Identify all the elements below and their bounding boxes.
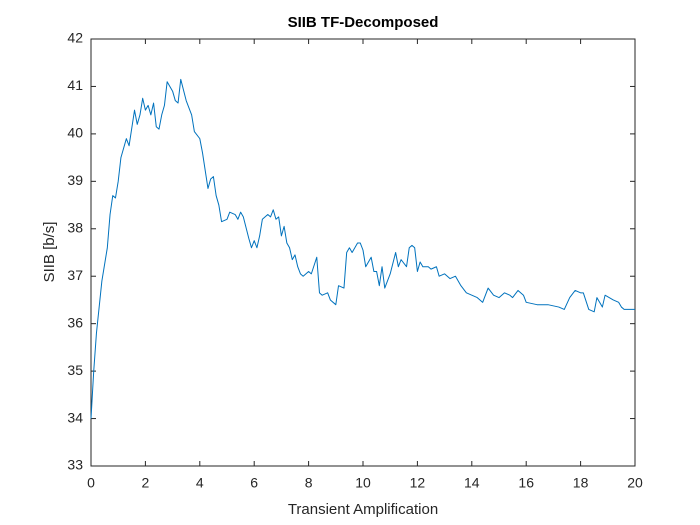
chart-title: SIIB TF-Decomposed — [288, 14, 439, 31]
y-tick-label: 41 — [67, 77, 83, 93]
data-line — [90, 78, 635, 419]
y-tick-label: 39 — [67, 172, 83, 188]
y-tick-label: 36 — [67, 314, 83, 330]
x-tick-label: 20 — [627, 475, 643, 491]
y-tick-label: 38 — [67, 219, 83, 235]
x-tick-label: 0 — [87, 475, 95, 491]
x-tick-label: 12 — [410, 475, 426, 491]
y-tick-label: 37 — [67, 267, 83, 283]
y-tick-label: 33 — [67, 457, 83, 473]
x-tick-label: 18 — [573, 475, 589, 491]
x-axis-label: Transient Amplification — [288, 501, 438, 518]
x-tick-label: 6 — [250, 475, 258, 491]
x-tick-label: 10 — [355, 475, 371, 491]
x-tick-label: 14 — [464, 475, 480, 491]
y-tick-label: 42 — [67, 30, 83, 46]
x-tick-label: 8 — [305, 475, 313, 491]
x-tick-label: 16 — [518, 475, 534, 491]
x-tick-label: 2 — [142, 475, 150, 491]
y-tick-label: 34 — [67, 409, 83, 425]
y-tick-label: 40 — [67, 125, 83, 141]
y-axis-label: SIIB [b/s] — [41, 222, 58, 283]
y-tick-label: 35 — [67, 362, 83, 378]
x-tick-label: 4 — [196, 475, 204, 491]
